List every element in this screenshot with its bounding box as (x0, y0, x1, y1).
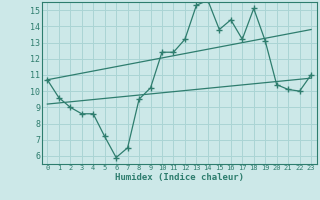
X-axis label: Humidex (Indice chaleur): Humidex (Indice chaleur) (115, 173, 244, 182)
